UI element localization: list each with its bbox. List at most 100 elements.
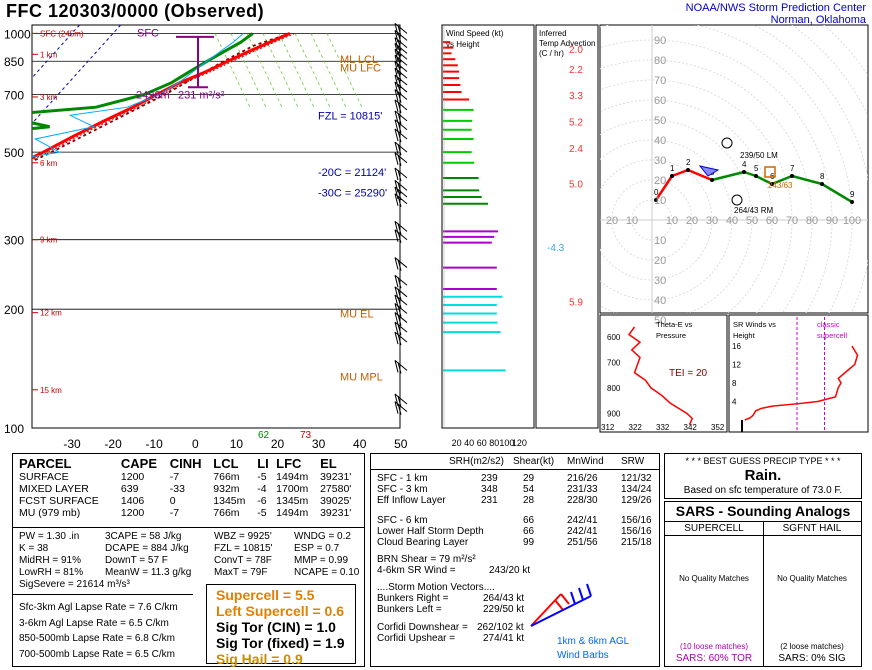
brn-shear: BRN Shear = 79 m²/s² bbox=[377, 554, 476, 565]
srw-frame bbox=[728, 314, 869, 433]
barb-flag bbox=[394, 119, 399, 132]
barb-shaft bbox=[394, 99, 408, 111]
wind-barb bbox=[394, 286, 408, 300]
temp-tick-label: 30 bbox=[312, 437, 326, 451]
barb-flag bbox=[397, 182, 402, 194]
wbz: WBZ = 9925' bbox=[214, 531, 272, 542]
barb-flag bbox=[394, 294, 399, 308]
kin-layer-label: SFC - 1 km bbox=[377, 473, 428, 484]
hodo-ring bbox=[791, 25, 868, 117]
skewt-annotation: MU EL bbox=[340, 309, 374, 321]
barb-flag bbox=[397, 25, 402, 37]
divider bbox=[665, 535, 861, 536]
tadv-label: 5.9 bbox=[569, 298, 583, 309]
kin-value: 66 bbox=[523, 515, 535, 526]
cell: 639 bbox=[120, 483, 139, 495]
hodo-x-label: 90 bbox=[826, 215, 838, 227]
thetae-x-label: 332 bbox=[656, 423, 670, 432]
kin-value: 29 bbox=[523, 473, 535, 484]
kin-value: 231/33 bbox=[567, 484, 598, 495]
barb-shaft bbox=[394, 220, 408, 232]
barb-flag bbox=[397, 403, 402, 415]
mixing-ratio-line bbox=[310, 33, 347, 108]
parcel-row: SURFACE 1200 -7 766m -5 1494m 39231' bbox=[17, 471, 361, 483]
thetae-y-label: 900 bbox=[607, 409, 621, 418]
cell: -6 bbox=[257, 495, 267, 507]
srw-y-label: 16 bbox=[732, 342, 741, 351]
hodo-point bbox=[710, 178, 714, 182]
wspd-subtitle: vs Height bbox=[446, 40, 480, 49]
wind-barb bbox=[394, 180, 408, 194]
convt: ConvT = 78F bbox=[214, 555, 272, 566]
wind-barb bbox=[394, 257, 408, 271]
lapse-label: Sfc-3km Agl Lapse Rate = bbox=[19, 602, 135, 613]
thetae-x-label: 342 bbox=[684, 423, 698, 432]
barb-shaft bbox=[394, 152, 408, 164]
cell: 1200 bbox=[120, 471, 145, 483]
barb-flag bbox=[394, 152, 399, 165]
wind-barb bbox=[394, 128, 408, 143]
thetae-title: Pressure bbox=[656, 331, 686, 340]
barb-shaft bbox=[394, 393, 408, 405]
cell: -5 bbox=[257, 507, 267, 519]
kin-value: 156/16 bbox=[621, 515, 652, 526]
organization-label: NOAA/NWS Storm Prediction Center Norman,… bbox=[686, 2, 866, 26]
barb-flag bbox=[394, 180, 399, 193]
supercell-composite: Supercell = 5.5 bbox=[216, 587, 315, 603]
mixing-ratio-line bbox=[294, 33, 331, 108]
sr-winds-chart: SR Winds vs Height classic supercell 16 12 8 4 bbox=[728, 314, 869, 433]
barb-flag bbox=[394, 221, 399, 234]
downt: DownT = 57 F bbox=[105, 555, 168, 566]
barb-flag bbox=[394, 110, 399, 124]
sars-hail-header: SGFNT HAIL bbox=[782, 523, 842, 534]
header-cinh: CINH bbox=[169, 456, 202, 471]
wind-barb bbox=[394, 321, 408, 336]
barb-flag bbox=[397, 144, 402, 156]
fzl: FZL = 10815' bbox=[214, 543, 273, 554]
thetae-y-label: 800 bbox=[607, 384, 621, 393]
mixing-ratio-line bbox=[214, 33, 251, 108]
barb-shaft bbox=[394, 110, 408, 122]
kin-layer-label: SFC - 3 km bbox=[377, 484, 428, 495]
parcel-row: MU (979 mb) 1200 -7 766m -5 1494m 39231' bbox=[17, 507, 361, 519]
bunkers-right-label: Bunkers Right = bbox=[377, 593, 449, 604]
kin-value: 134/24 bbox=[621, 484, 652, 495]
pressure-tick-label: 300 bbox=[4, 234, 24, 248]
hodo-x-label: 20 bbox=[686, 215, 698, 227]
cell: 1700m bbox=[276, 483, 309, 495]
hodo-x-label: 10 bbox=[666, 215, 678, 227]
wind-barb bbox=[394, 119, 408, 133]
wspd-title: Wind Speed (kt) bbox=[446, 29, 504, 38]
hodo-point-label: 8 bbox=[820, 172, 825, 181]
kin-value: 348 bbox=[481, 484, 498, 495]
height-label: 6 km bbox=[40, 159, 58, 168]
lapse-value: 6.8 C/km bbox=[134, 633, 175, 644]
kin-value: 239 bbox=[481, 473, 498, 484]
divider bbox=[763, 521, 764, 666]
wind-barb bbox=[394, 110, 408, 125]
thetae-x-label: 352 bbox=[711, 423, 725, 432]
skewt-plot bbox=[32, 25, 400, 428]
mixing-ratio-line bbox=[326, 33, 363, 108]
cell: -33 bbox=[169, 483, 185, 495]
pressure-tick-label: 700 bbox=[4, 88, 24, 102]
left-mover-label: 239/50 LM bbox=[740, 151, 778, 160]
barb-flag bbox=[394, 332, 399, 345]
hodo-point bbox=[850, 200, 854, 204]
divider bbox=[371, 469, 659, 470]
precip-title: * * * BEST GUESS PRECIP TYPE * * * bbox=[685, 456, 841, 466]
barb-label-1: 1km & 6km AGL bbox=[557, 636, 630, 647]
thetae-y-label: 600 bbox=[607, 333, 621, 342]
tadv-frame bbox=[535, 24, 599, 429]
tadv-label: 5.2 bbox=[569, 117, 583, 128]
wind-barb bbox=[394, 167, 408, 182]
tadv-title: Temp Advection bbox=[539, 39, 595, 48]
hodo-ring-label: 60 bbox=[654, 95, 666, 107]
srw-title: SR Winds vs bbox=[733, 320, 776, 329]
thermo-col1: PW = 1.30 .in K = 38 MidRH = 91% LowRH =… bbox=[19, 531, 130, 591]
mixing-ratio-line bbox=[262, 33, 299, 108]
hodo-segment bbox=[654, 175, 674, 201]
cell: FCST SURFACE bbox=[19, 495, 99, 507]
